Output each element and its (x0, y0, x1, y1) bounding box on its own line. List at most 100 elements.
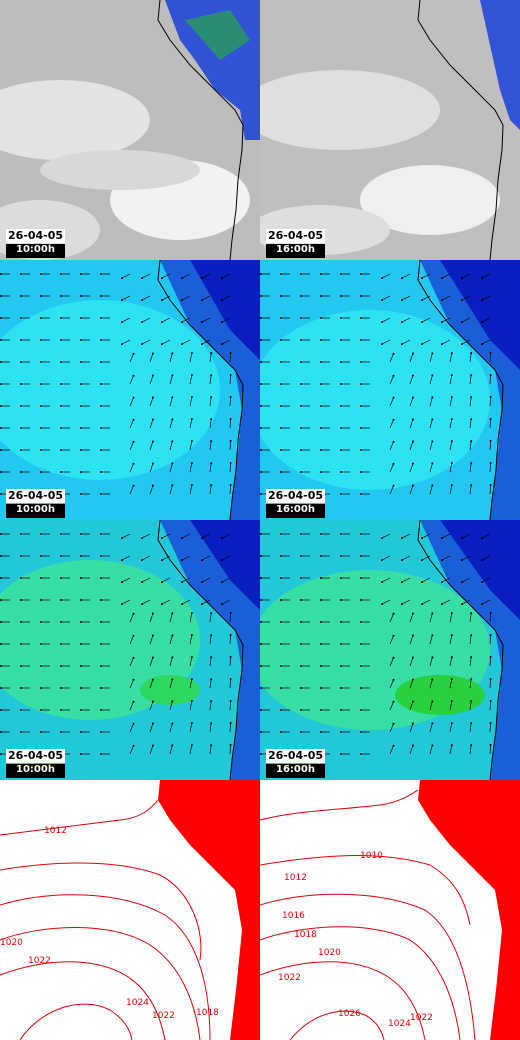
wind-arrow-head (460, 581, 463, 584)
wind-arrow-head (171, 418, 174, 421)
wind-arrow-head (190, 352, 193, 355)
wind-arrow (441, 533, 451, 539)
wind-arrow-head (40, 471, 42, 473)
wind-field (260, 260, 520, 520)
wind-arrow (449, 441, 453, 451)
wind-arrow-head (360, 643, 362, 645)
wind-arrow-head (20, 665, 22, 667)
wind-arrow-head (20, 555, 22, 557)
wind-arrow-head (440, 537, 443, 540)
wind-arrow-head (392, 722, 395, 725)
wind-arrow-head (300, 449, 302, 451)
wind-arrow-head (210, 678, 213, 681)
wind-arrow-head (200, 321, 203, 324)
wind-arrow (389, 463, 394, 473)
wind-arrow-head (229, 374, 232, 377)
wind-arrow (129, 375, 134, 385)
wind-arrow-head (392, 396, 395, 399)
wind-arrow (449, 419, 453, 429)
wind-arrow (161, 339, 171, 345)
wind-arrow (389, 441, 394, 451)
wind-arrow-head (489, 374, 492, 377)
wind-arrow (189, 701, 193, 711)
wind-arrow-head (450, 440, 453, 443)
wind-arrow-head (20, 577, 22, 579)
wind-arrow-head (20, 273, 22, 275)
date-label: 26-04-05 (266, 229, 326, 243)
wind-arrow (389, 679, 394, 689)
time-label: 16:00h (266, 504, 325, 518)
wind-arrow-head (229, 612, 232, 615)
wind-arrow-head (411, 744, 414, 747)
wind-arrow-head (229, 656, 232, 659)
wind-arrow (449, 463, 453, 473)
wind-arrow (481, 295, 491, 301)
wind-arrow-head (480, 559, 483, 562)
wind-arrow-head (190, 396, 193, 399)
wind-arrow-head (0, 405, 2, 407)
wind-arrow (469, 463, 472, 473)
wind-arrow-head (280, 273, 282, 275)
wind-arrow-head (440, 277, 443, 280)
wind-arrow-head (20, 361, 22, 363)
wind-arrow (201, 295, 211, 301)
wind-arrow-head (0, 687, 2, 689)
wind-arrow-head (100, 621, 102, 623)
wind-arrow-head (132, 462, 135, 465)
wind-arrow-head (80, 273, 82, 275)
wind-arrow-head (280, 471, 282, 473)
wind-arrow (161, 577, 171, 583)
wind-arrow-head (140, 321, 143, 324)
wind-arrow-head (480, 537, 483, 540)
wind-arrow-head (100, 317, 102, 319)
wind-arrow-head (420, 343, 423, 346)
wind-arrow-head (320, 577, 322, 579)
wind-arrow (189, 723, 193, 733)
wind-arrow-head (320, 665, 322, 667)
wind-arrow-head (0, 665, 2, 667)
date-label: 26-04-05 (6, 489, 66, 503)
wind-arrow-head (300, 665, 302, 667)
wind-arrow-head (151, 612, 154, 615)
wind-arrow-head (60, 295, 62, 297)
wind-arrow-head (0, 471, 2, 473)
wind-arrow-head (151, 656, 154, 659)
wind-arrow-head (180, 277, 183, 280)
wind-arrow (209, 485, 212, 495)
wind-arrow-head (280, 317, 282, 319)
wind-arrow-head (151, 352, 154, 355)
wind-arrow-head (450, 374, 453, 377)
wind-arrow (469, 441, 472, 451)
wind-arrow-head (300, 273, 302, 275)
wind-arrow-head (320, 599, 322, 601)
wind-arrow-head (431, 744, 434, 747)
wind-arrow (389, 485, 394, 495)
wind-arrow-head (132, 418, 135, 421)
wind-arrow-head (80, 427, 82, 429)
wind-arrow (481, 599, 491, 605)
wind-arrow-head (260, 361, 262, 363)
wind-arrow-head (320, 449, 322, 451)
wind-arrow-head (151, 700, 154, 703)
wind-arrow-head (180, 603, 183, 606)
wind-arrow-head (300, 317, 302, 319)
wind-arrow-head (280, 687, 282, 689)
wind-arrow (169, 419, 173, 429)
wind-arrow-head (420, 603, 423, 606)
wind-arrow-head (20, 731, 22, 733)
wind-arrow (441, 339, 451, 345)
wind-arrow (429, 397, 433, 407)
wind-arrow (161, 599, 171, 605)
wind-arrow-head (80, 361, 82, 363)
isobar-map: 1012 1020 1022 1024 1022 1018 (0, 780, 260, 1040)
wind-arrow (429, 463, 433, 473)
wind-arrow (469, 745, 472, 755)
wind-arrow-head (80, 449, 82, 451)
wind-arrow (401, 599, 411, 605)
wind-arrow (161, 533, 171, 539)
wind-arrow-head (411, 700, 414, 703)
wind-arrow-head (260, 665, 262, 667)
wind-arrow-head (489, 722, 492, 725)
wind-arrow (189, 679, 193, 689)
wind-arrow-head (380, 343, 383, 346)
